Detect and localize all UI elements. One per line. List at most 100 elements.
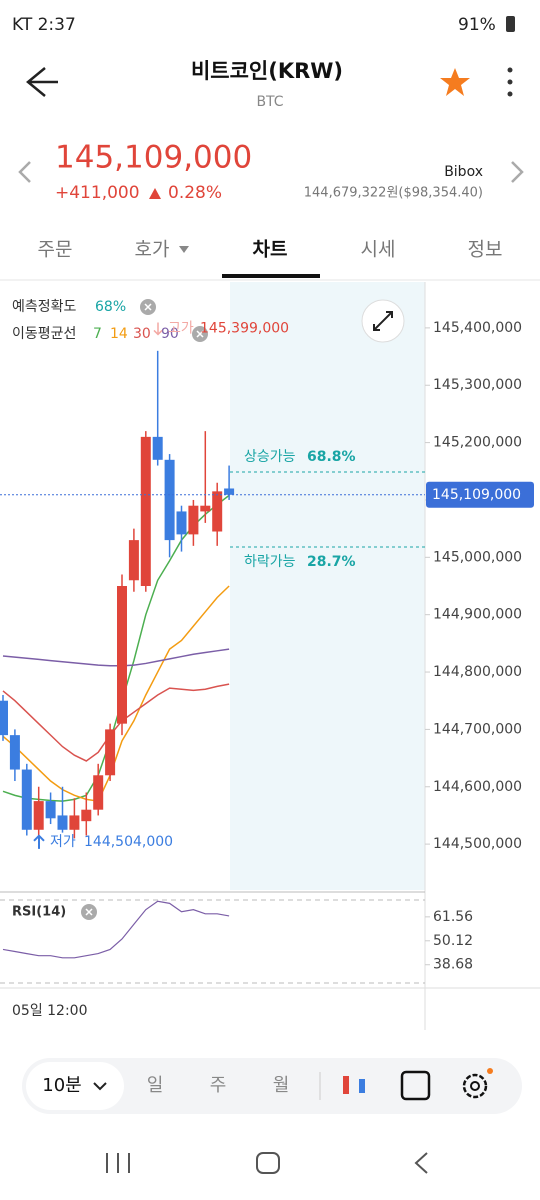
candle-body xyxy=(200,505,211,512)
y-tick-label: 144,600,000 xyxy=(433,779,522,795)
y-tick-label: 145,400,000 xyxy=(433,320,522,336)
plot: 145,400,000145,300,000145,200,000145,100… xyxy=(0,320,534,973)
battery: 91% xyxy=(458,15,496,35)
candle-body xyxy=(140,436,151,586)
settings-icon[interactable] xyxy=(462,1068,493,1099)
exchange-price: 144,679,322원($98,354.40) xyxy=(304,186,483,201)
period[interactable]: 일 xyxy=(147,1075,164,1096)
up-triangle xyxy=(149,188,161,199)
nav-bar xyxy=(106,1152,428,1174)
toolbar xyxy=(22,1058,522,1114)
high-value: 145,399,000 xyxy=(200,320,289,336)
candle-body xyxy=(105,729,116,776)
tab-underline xyxy=(222,274,320,278)
current-price-label: 145,109,000 xyxy=(432,487,521,503)
y-tick-label: 145,200,000 xyxy=(433,435,522,451)
x-label: 05일 12:00 xyxy=(12,1003,88,1019)
price-change: +411,000 xyxy=(55,183,140,203)
symbol: BTC xyxy=(256,94,283,110)
rsi-title: RSI(14) xyxy=(12,905,66,920)
status-time: KT 2:37 xyxy=(12,15,76,35)
y-tick-label: 50.12 xyxy=(433,933,473,949)
candle-body xyxy=(9,735,20,770)
candle-body xyxy=(33,801,44,830)
dropdown xyxy=(179,246,189,253)
close-icon[interactable] xyxy=(81,904,97,920)
current-price-box xyxy=(426,481,534,508)
battery-icon xyxy=(506,16,515,32)
candle-body xyxy=(81,809,92,822)
ma-line xyxy=(2,683,230,762)
interval: 10분 xyxy=(42,1075,81,1096)
up-prob: 68.8% xyxy=(307,449,356,465)
period[interactable]: 주 xyxy=(210,1075,227,1096)
tab[interactable]: 호가 xyxy=(135,239,170,261)
expand-button[interactable] xyxy=(361,299,405,343)
candle-body xyxy=(117,586,127,724)
exchange: Bibox xyxy=(444,164,483,180)
rsi-line xyxy=(2,900,230,959)
y-tick-label: 38.68 xyxy=(433,957,473,973)
legend-entry: 30 xyxy=(133,326,151,342)
y-tick-label: 144,900,000 xyxy=(433,607,522,623)
legend-label: 예측정확도 xyxy=(12,299,77,315)
prev[interactable] xyxy=(18,161,31,183)
y-tick-label: 145,000,000 xyxy=(433,549,522,565)
home[interactable] xyxy=(256,1152,280,1174)
y-tick-label: 144,800,000 xyxy=(433,664,522,680)
up-label: 상승가능 xyxy=(244,449,296,465)
candle-body xyxy=(188,505,199,535)
tab[interactable]: 주문 xyxy=(38,239,73,261)
candle-body xyxy=(224,488,235,495)
close-icon[interactable] xyxy=(192,326,208,342)
next[interactable] xyxy=(511,161,524,183)
low-arrow xyxy=(33,834,45,849)
candle-body xyxy=(69,815,80,830)
legend-label: 이동평균선 xyxy=(12,326,76,342)
tab[interactable]: 시세 xyxy=(361,239,396,261)
back[interactable] xyxy=(414,1152,428,1174)
change-rate: 0.28% xyxy=(168,183,222,203)
forecast-area xyxy=(230,282,425,890)
y-tick-label: 145,300,000 xyxy=(433,377,522,393)
candle-body xyxy=(45,801,56,819)
candle-body xyxy=(57,815,68,830)
y-tick-label: 144,500,000 xyxy=(433,836,522,852)
candle-icon[interactable] xyxy=(343,1076,365,1094)
candle-body xyxy=(21,769,32,830)
candle-body xyxy=(0,700,8,736)
candle-body xyxy=(128,540,139,581)
chevron xyxy=(93,1082,107,1091)
tab[interactable]: 정보 xyxy=(468,239,503,261)
y-tick-label: 61.56 xyxy=(433,909,473,925)
ma-line xyxy=(2,585,230,802)
recent-apps[interactable] xyxy=(106,1153,130,1173)
legend-entry: 14 xyxy=(110,326,128,342)
tabs: 주문 호가 차트 시세 정보 xyxy=(38,239,503,261)
legend-entry: 90 xyxy=(161,326,179,342)
candle-body xyxy=(164,459,175,541)
candle-body xyxy=(212,491,223,532)
close-icon[interactable] xyxy=(140,299,156,315)
high-arrow xyxy=(153,322,163,336)
legend-entry: 7 xyxy=(93,326,102,342)
menu[interactable] xyxy=(507,67,513,97)
ma-line xyxy=(2,648,230,667)
candle-body xyxy=(93,775,104,810)
interval-button[interactable] xyxy=(26,1062,124,1110)
drawing-icon[interactable] xyxy=(400,1070,431,1101)
high-label: 고가 xyxy=(168,320,194,336)
tab[interactable]: 차트 xyxy=(253,239,288,261)
current-price: 145,109,000 xyxy=(55,140,252,176)
back-button[interactable] xyxy=(26,67,58,97)
low-value: 144,504,000 xyxy=(84,834,173,850)
favorite-star[interactable] xyxy=(440,68,470,96)
y-tick-label: 144,700,000 xyxy=(433,721,522,737)
legend-value: 68% xyxy=(95,299,126,315)
low-label: 저가 xyxy=(50,834,76,850)
candle-body xyxy=(152,436,163,460)
period[interactable]: 월 xyxy=(273,1075,290,1096)
title: 비트코인(KRW) xyxy=(191,59,343,83)
down-prob: 28.7% xyxy=(307,554,356,570)
